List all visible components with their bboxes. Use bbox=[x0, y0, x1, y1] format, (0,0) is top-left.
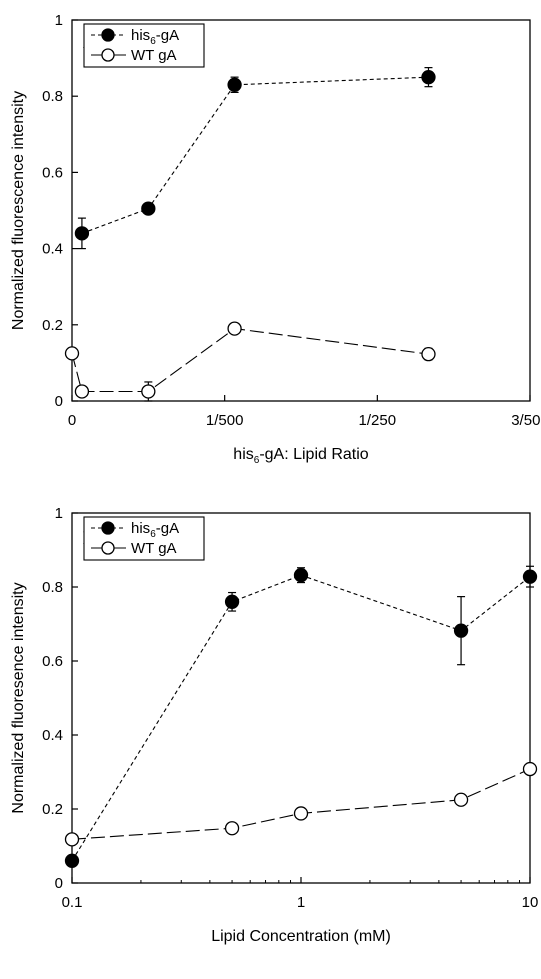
legend-marker bbox=[101, 541, 115, 555]
data-point bbox=[453, 792, 469, 807]
y-tick-label: 0.2 bbox=[42, 801, 63, 818]
y-tick-label: 0.4 bbox=[42, 241, 63, 258]
y-tick-label: 0.6 bbox=[42, 164, 63, 181]
chart-panel-b: 0 0.2 0.4 0.6 0.8 1 0.1 1 10 Lipid Concentration … bbox=[10, 505, 538, 945]
series-wt-ga bbox=[64, 321, 436, 402]
legend-entry: his6-gA bbox=[131, 27, 179, 47]
x-tick-label: 0 bbox=[68, 412, 76, 429]
x-tick-label: 0.1 bbox=[62, 894, 83, 911]
y-tick-label: 0 bbox=[55, 393, 63, 410]
data-point bbox=[64, 346, 80, 361]
data-point bbox=[224, 594, 240, 609]
y-tick-label: 0.6 bbox=[42, 653, 63, 670]
data-point bbox=[64, 853, 80, 868]
x-axis-label: his6-gA: Lipid Ratio bbox=[233, 446, 369, 466]
data-point bbox=[141, 384, 156, 399]
y-tick-label: 0.8 bbox=[42, 88, 63, 105]
data-point bbox=[421, 346, 436, 362]
x-axis-label: Lipid Concentration (mM) bbox=[211, 928, 391, 945]
data-point bbox=[293, 806, 309, 821]
y-axis-label: Normalized fluoresence intensity bbox=[10, 582, 27, 813]
x-tick-label: 3/500 bbox=[511, 412, 541, 429]
data-point bbox=[522, 761, 538, 777]
x-tick-label: 1/500 bbox=[206, 412, 244, 429]
legend-marker bbox=[101, 28, 115, 42]
data-point bbox=[64, 832, 80, 847]
data-point bbox=[224, 821, 240, 836]
data-point bbox=[74, 384, 90, 399]
x-tick-label: 1 bbox=[297, 894, 305, 911]
series-his6-ga bbox=[64, 565, 538, 868]
y-axis-label: Normalized fluorescence intensity bbox=[10, 91, 27, 330]
y-tick-label: 1 bbox=[55, 12, 63, 29]
legend-marker bbox=[101, 48, 115, 62]
data-point bbox=[293, 568, 309, 583]
data-point bbox=[522, 569, 538, 584]
y-tick-label: 0 bbox=[55, 875, 63, 892]
data-point bbox=[74, 226, 90, 241]
y-tick-label: 0.2 bbox=[42, 317, 63, 334]
chart-panel-a: 0 0.2 0.4 0.6 0.8 1 0 1/500 1/250 3/500 his6-gA: L… bbox=[10, 12, 541, 466]
legend-entry: WT gA bbox=[131, 540, 177, 557]
y-tick-label: 0.4 bbox=[42, 727, 63, 744]
x-tick-label: 10 bbox=[522, 894, 539, 911]
series-his6-ga bbox=[74, 67, 436, 250]
legend-entry: WT gA bbox=[131, 47, 177, 64]
data-point bbox=[453, 623, 469, 638]
x-tick-label: 1/250 bbox=[359, 412, 397, 429]
data-point bbox=[227, 77, 242, 92]
data-point bbox=[141, 201, 156, 216]
plot-frame bbox=[71, 19, 531, 402]
y-tick-label: 0.8 bbox=[42, 579, 63, 596]
series-wt-ga bbox=[64, 761, 538, 847]
series-line bbox=[81, 76, 429, 234]
data-point bbox=[227, 321, 242, 336]
legend-marker bbox=[101, 521, 115, 535]
series-line bbox=[71, 328, 429, 393]
data-point bbox=[421, 70, 436, 85]
y-tick-label: 1 bbox=[55, 505, 63, 522]
legend-entry: his6-gA bbox=[131, 520, 179, 540]
